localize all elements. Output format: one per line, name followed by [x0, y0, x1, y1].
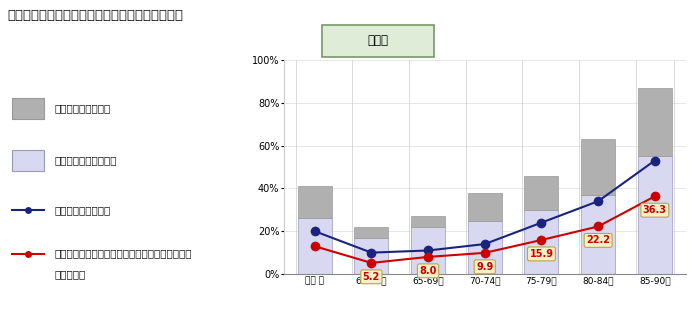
FancyBboxPatch shape	[322, 25, 434, 57]
Text: 発生頻度：たまにある: 発生頻度：たまにある	[55, 156, 118, 165]
Bar	[354, 238, 388, 274]
Bar	[581, 139, 615, 195]
Bar	[468, 220, 502, 274]
FancyBboxPatch shape	[13, 98, 44, 118]
Bar	[638, 156, 672, 274]
Bar	[468, 193, 502, 220]
Bar	[524, 210, 559, 274]
Text: 8.0: 8.0	[419, 266, 437, 276]
Bar	[298, 186, 332, 218]
Bar	[411, 227, 445, 274]
Text: 全　体: 全 体	[368, 34, 388, 48]
Text: 改善したい: 改善したい	[55, 269, 86, 279]
Text: 22.2: 22.2	[586, 235, 610, 245]
Text: 15.9: 15.9	[529, 249, 554, 259]
Bar	[638, 88, 672, 156]
Text: 困りごと：何かにつかまらないと立ち座りが大変: 困りごと：何かにつかまらないと立ち座りが大変	[7, 9, 183, 22]
Text: 生活に支障を感じる: 生活に支障を感じる	[55, 205, 111, 215]
Bar	[411, 216, 445, 227]
FancyBboxPatch shape	[13, 150, 44, 171]
Bar	[298, 218, 332, 274]
Bar	[354, 227, 388, 238]
Text: 9.9: 9.9	[476, 262, 494, 272]
Text: 5.2: 5.2	[363, 272, 380, 282]
Text: 何か良い商品やサービスを利用することで解消・: 何か良い商品やサービスを利用することで解消・	[55, 249, 192, 259]
Bar	[524, 175, 559, 210]
Text: 発生頻度：よくある: 発生頻度：よくある	[55, 103, 111, 113]
Bar	[581, 195, 615, 274]
Text: 36.3: 36.3	[643, 205, 667, 215]
